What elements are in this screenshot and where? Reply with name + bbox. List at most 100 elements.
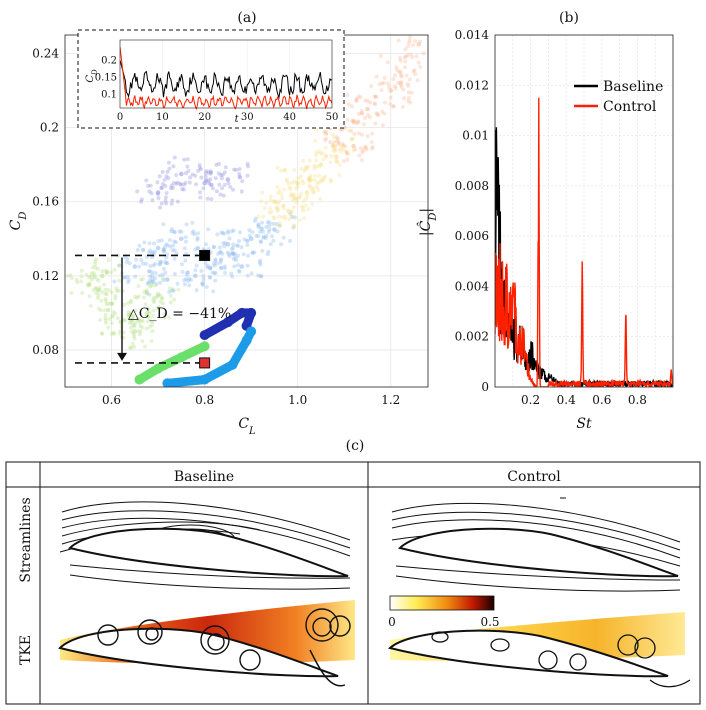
- scatter-cloud-dot: [277, 214, 282, 219]
- scatter-point-baseline-cloud-low: [99, 273, 105, 279]
- scatter-cloud-dot: [153, 295, 158, 300]
- scatter-cloud-dot: [101, 282, 106, 287]
- scatter-cloud-dot: [275, 207, 280, 212]
- scatter-cloud-dot: [158, 205, 163, 210]
- scatter-point-baseline-cloud-core: [193, 273, 198, 279]
- scatter-cloud-dot: [277, 199, 282, 204]
- scatter-cloud-dot: [332, 135, 337, 140]
- scatter-cloud-dot: [364, 147, 369, 152]
- scatter-cloud-dot: [128, 345, 133, 350]
- scatter-cloud-dot: [370, 144, 375, 149]
- scatter-point-baseline-cloud-low: [132, 329, 138, 334]
- scatter-cloud-dot: [167, 289, 172, 294]
- scatter-cloud-dot: [220, 230, 225, 235]
- scatter-cloud-dot: [177, 229, 182, 234]
- scatter-cloud-dot: [88, 274, 93, 279]
- scatter-cloud-dot: [363, 145, 368, 150]
- scatter-cloud-dot: [212, 271, 217, 276]
- scatter-cloud-dot: [126, 310, 131, 315]
- scatter-cloud-dot: [137, 320, 142, 325]
- scatter-cloud-dot: [153, 249, 158, 254]
- scatter-cloud-dot: [184, 277, 189, 282]
- scatter-cloud-dot: [169, 183, 174, 188]
- scatter-cloud-dot: [138, 323, 143, 328]
- panel-a-ylabel: CD: [8, 212, 29, 231]
- scatter-cloud-dot: [138, 277, 143, 282]
- scatter-cloud-dot: [400, 104, 405, 109]
- scatter-cloud-dot: [164, 190, 169, 195]
- scatter-cloud-dot: [272, 216, 277, 221]
- scatter-cloud-dot: [231, 245, 236, 250]
- scatter-cloud-dot: [290, 194, 295, 199]
- scatter-cloud-dot: [234, 167, 239, 172]
- scatter-cloud-dot: [345, 93, 350, 98]
- scatter-cloud-dot: [150, 198, 155, 203]
- scatter-cloud-dot: [314, 127, 319, 132]
- scatter-cloud-dot: [210, 186, 215, 191]
- scatter-cloud-dot: [128, 311, 133, 316]
- scatter-cloud-dot: [100, 290, 105, 295]
- scatter-cloud-dot: [129, 319, 134, 324]
- scatter-cloud-dot: [428, 32, 432, 36]
- scatter-cloud-dot: [132, 344, 137, 349]
- scatter-cloud-dot: [301, 158, 306, 163]
- scatter-cloud-dot: [274, 205, 279, 210]
- scatter-cloud-dot: [256, 223, 261, 228]
- scatter-cloud-dot: [256, 214, 261, 219]
- scatter-cloud-dot: [105, 269, 110, 274]
- scatter-cloud-dot: [303, 166, 308, 171]
- scatter-cloud-dot: [330, 142, 335, 147]
- scatter-cloud-dot: [229, 271, 234, 276]
- scatter-cloud-dot: [165, 243, 170, 248]
- scatter-cloud-dot: [335, 139, 340, 144]
- scatter-cloud-dot: [309, 177, 314, 182]
- scatter-cloud-dot: [172, 272, 177, 277]
- scatter-cloud-dot: [271, 215, 276, 220]
- scatter-cloud-dot: [172, 239, 177, 244]
- scatter-cloud-dot: [267, 206, 272, 211]
- scatter-cloud-dot: [147, 269, 152, 274]
- scatter-cloud-dot: [367, 115, 372, 120]
- scatter-cloud-dot: [349, 104, 354, 109]
- scatter-cloud-dot: [130, 322, 135, 327]
- scatter-cloud-dot: [399, 74, 404, 79]
- scatter-cloud-dot: [204, 178, 209, 183]
- scatter-cloud-dot: [180, 186, 185, 191]
- scatter-cloud-dot: [127, 261, 132, 266]
- scatter-cloud-dot: [180, 269, 185, 274]
- scatter-cloud-dot: [245, 173, 250, 178]
- scatter-cloud-dot: [178, 181, 183, 186]
- inset-line-control: [120, 46, 332, 111]
- scatter-cloud-dot: [396, 80, 401, 85]
- scatter-cloud-dot: [117, 263, 122, 268]
- panel-b-ticks: 0 0.002 0.004 0.006 0.008 0.01 0.012 0.014 0.2 0.…: [455, 28, 647, 407]
- scatter-cloud-dot: [220, 172, 225, 177]
- scatter-cloud-dot: [103, 318, 108, 323]
- scatter-cloud-dot: [103, 287, 108, 292]
- scatter-cloud-dot: [422, 27, 426, 31]
- scatter-cloud-dot: [116, 288, 121, 293]
- scatter-cloud-dot: [393, 86, 398, 91]
- scatter-cloud-dot: [250, 230, 255, 235]
- scatter-cloud-dot: [403, 59, 408, 64]
- a-ytick-label: 0.16: [32, 195, 59, 209]
- scatter-cloud-dot: [241, 252, 246, 257]
- scatter-cloud-dot: [351, 118, 356, 123]
- scatter-point-baseline-cloud-low: [85, 282, 91, 288]
- scatter-cloud-dot: [201, 274, 206, 279]
- scatter-cloud-dot: [152, 241, 157, 246]
- scatter-cloud-dot: [99, 331, 104, 336]
- scatter-point-baseline-cloud-purple: [155, 190, 161, 195]
- scatter-cloud-dot: [209, 170, 214, 175]
- scatter-cloud-dot: [156, 305, 161, 310]
- scatter-cloud-dot: [163, 260, 168, 265]
- scatter-cloud-dot: [196, 231, 201, 236]
- scatter-cloud-dot: [316, 188, 321, 193]
- scatter-cloud-dot: [200, 280, 205, 285]
- scatter-cloud-dot: [312, 173, 317, 178]
- scatter-cloud-dot: [290, 214, 295, 219]
- scatter-cloud-dot: [183, 239, 188, 244]
- scatter-cloud-dot: [413, 72, 418, 77]
- scatter-cloud-dot: [158, 293, 163, 298]
